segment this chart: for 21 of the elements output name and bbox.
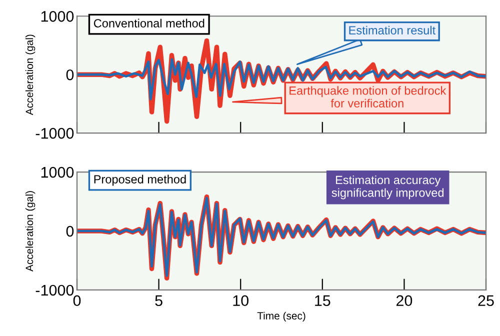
line-series (77, 58, 486, 100)
y-tick-label: -1000 (36, 284, 74, 296)
x-tick-label: 5 (155, 295, 162, 306)
x-tick-label: 15 (315, 295, 330, 306)
y-axis-title: Acceleration (gal) (25, 34, 36, 116)
x-axis-title: Time (sec) (257, 312, 306, 322)
x-tick-label: 0 (73, 295, 81, 306)
annotation: Estimation result (349, 26, 436, 34)
y-tick-label: -1000 (36, 128, 74, 139)
x-tick-label: 10 (233, 295, 248, 306)
y-tick-label: 0 (66, 69, 74, 80)
annotation: Proposed method (94, 174, 186, 186)
annotation: Estimation accuracy significantly improved (332, 176, 444, 200)
y-tick-label: 1000 (41, 166, 74, 178)
annotation: Conventional method (94, 18, 204, 28)
y-tick-label: 0 (66, 226, 74, 237)
annotation: Earthquake motion of bedrock for verification (290, 86, 446, 108)
y-tick-label: 1000 (41, 10, 74, 22)
y-axis-title: Acceleration (gal) (25, 191, 36, 272)
x-tick-label: 25 (478, 295, 494, 306)
x-tick-label: 20 (396, 295, 412, 306)
